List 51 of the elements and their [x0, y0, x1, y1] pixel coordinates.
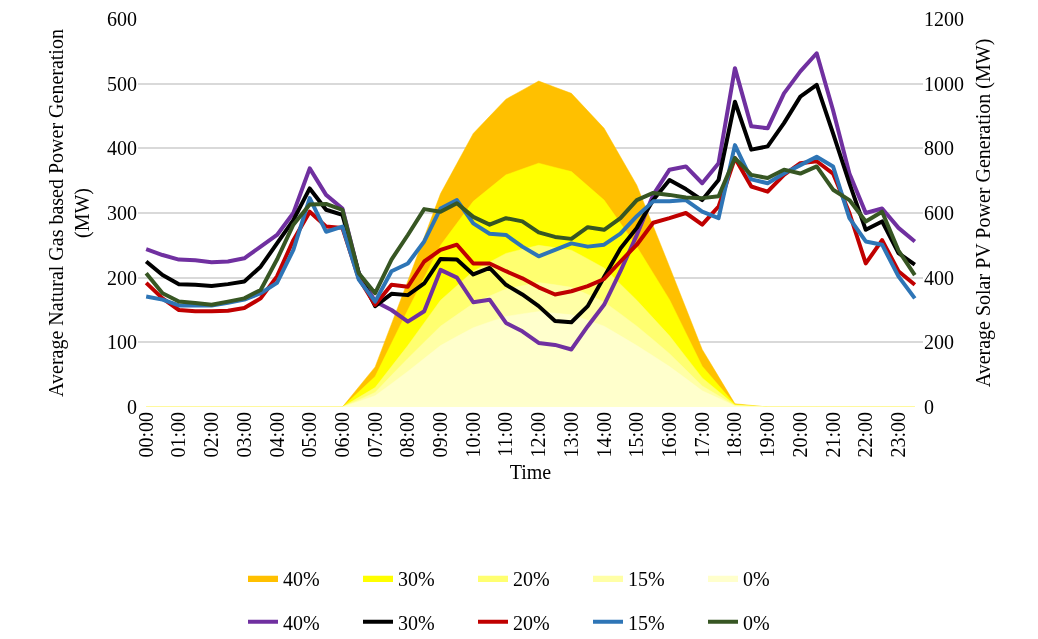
x-tick-label: 20:00 — [788, 412, 811, 458]
x-tick-label: 06:00 — [330, 412, 353, 458]
x-tick-label: 21:00 — [821, 412, 844, 458]
y-tick-label: 0 — [127, 396, 137, 418]
y2-axis-title: Average Solar PV Power Generation (MW) — [971, 38, 995, 388]
y-tick-label: 100 — [107, 331, 137, 354]
y2-tick-label: 1200 — [924, 8, 964, 30]
x-tick-label: 09:00 — [429, 412, 452, 458]
legend-label: 30% — [398, 567, 435, 590]
x-tick-label: 22:00 — [854, 412, 877, 458]
x-tick-label: 16:00 — [658, 412, 681, 458]
y-tick-label: 400 — [107, 137, 137, 160]
legend-label: 30% — [398, 611, 435, 634]
x-tick-label: 00:00 — [134, 412, 157, 458]
legend-label: 0% — [743, 611, 770, 634]
y-tick-label: 200 — [107, 266, 137, 289]
x-tick-label: 17:00 — [690, 412, 713, 458]
y2-tick-label: 1000 — [924, 72, 964, 95]
y-axis-title: Average Natural Gas based Power Generation (MW) — [44, 29, 94, 397]
y-tick-label: 500 — [107, 72, 137, 95]
legend-label: 20% — [513, 611, 550, 634]
y2-tick-label: 600 — [924, 202, 954, 224]
legend-label: 15% — [628, 567, 665, 590]
x-tick-label: 15:00 — [625, 412, 648, 458]
x-tick-label: 18:00 — [723, 412, 746, 458]
x-tick-label: 13:00 — [559, 412, 582, 458]
y-tick-label: 300 — [107, 202, 137, 224]
x-tick-label: 23:00 — [886, 412, 909, 458]
y2-tick-label: 200 — [924, 331, 954, 354]
y2-tick-label: 400 — [924, 266, 954, 289]
legend-label: 15% — [628, 611, 665, 634]
x-tick-label: 04:00 — [265, 412, 288, 458]
x-tick-label: 08:00 — [396, 412, 419, 458]
x-tick-label: 10:00 — [461, 412, 484, 458]
x-tick-label: 19:00 — [756, 412, 779, 458]
x-tick-label: 14:00 — [592, 412, 615, 458]
x-tick-label: 02:00 — [200, 412, 223, 458]
x-tick-label: 12:00 — [527, 412, 550, 458]
x-tick-label: 11:00 — [494, 412, 517, 457]
legend-label: 40% — [283, 611, 320, 634]
x-axis-title: Time — [509, 461, 552, 484]
y-tick-label: 600 — [107, 8, 137, 30]
x-tick-label: 05:00 — [298, 412, 321, 458]
legend-label: 0% — [743, 567, 770, 590]
y2-tick-label: 0 — [924, 396, 934, 418]
legend-label: 40% — [283, 567, 320, 590]
x-tick-label: 01:00 — [167, 412, 190, 458]
legend-label: 20% — [513, 567, 550, 590]
y2-tick-label: 800 — [924, 137, 954, 160]
x-tick-label: 07:00 — [363, 412, 386, 458]
x-tick-label: 03:00 — [232, 412, 255, 458]
